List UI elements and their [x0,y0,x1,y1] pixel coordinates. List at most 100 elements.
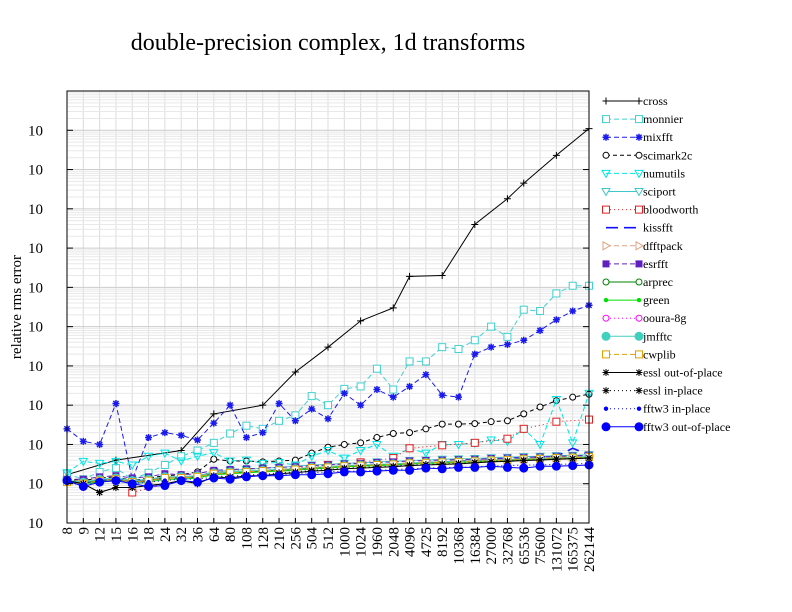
data-point-circle-open [635,278,643,286]
x-tick-label: 1024 [354,527,370,558]
data-point-triangle-down [323,447,333,456]
data-point-triangle-down [78,457,89,467]
data-point-star [291,417,299,425]
data-point-star [487,343,495,351]
data-point-star [569,307,577,315]
data-point-circle-open [455,420,462,428]
legend-label: sciport [643,185,676,199]
series-line [66,128,590,476]
x-tick-label: 2048 [386,527,402,557]
data-point-asterisk [552,455,560,463]
x-tick-label: 1000 [337,527,353,557]
x-tick-label: 128 [256,527,272,550]
y-axis-ticks: 10-1710-1610-1510-1410-1310-1210-1110-10… [28,123,589,532]
data-point-square [389,385,398,394]
data-point-circle-open [422,425,430,433]
data-point-square [568,281,577,290]
data-point-triangle-down-open [634,188,644,197]
legend-entry: fftw3 in-place [603,402,710,416]
data-point-circle-filled [535,461,545,471]
x-tick-label: 108 [239,527,255,550]
data-point-triangle-down [274,458,284,468]
data-point-triangle-down-open [601,188,611,197]
data-point-square [536,307,545,316]
legend-entry: ooura-8g [602,311,686,325]
data-point-circle-filled [258,471,268,481]
legend-label: esrfft [643,257,669,271]
data-point-asterisk [520,456,528,464]
x-tick-label: 16 [125,527,141,543]
data-point-triangle-down [176,457,187,466]
y-tick-label: 10 [28,280,43,296]
data-point-circle-filled [241,472,251,482]
data-point-square [405,357,414,366]
data-point-triangle-down [339,454,350,464]
x-tick-label: 210 [272,527,288,550]
data-point-asterisk [602,369,610,376]
data-point-triangle-right-open [602,240,612,251]
data-point-star [406,382,414,390]
data-point-dot [636,406,642,411]
legend-entry: cwplib [602,347,676,361]
x-tick-label: 131072 [549,527,565,572]
data-point-triangle-down [634,169,644,179]
data-point-asterisk [96,488,104,496]
data-point-star [602,133,610,141]
data-point-plus [602,97,610,105]
legend-entry: dfftpack [602,239,683,253]
data-point-square [635,205,643,214]
data-point-square [519,305,528,314]
data-point-plus [112,456,120,464]
data-point-circle-open [569,393,577,401]
data-point-circle-filled [209,473,219,483]
data-point-square [438,343,447,352]
data-point-triangle-down [421,449,431,459]
y-tick-label: 10 [28,202,43,218]
data-point-circle-filled [454,462,463,472]
data-point-star [373,386,381,394]
data-point-triangle-down [486,436,496,445]
data-point-star [471,350,479,358]
x-tick-label: 75600 [533,527,549,565]
legend-label: jmfftc [642,329,672,343]
y-tick-label: 10 [28,359,43,375]
data-point-square [503,332,512,341]
data-point-circle-open [635,151,643,159]
data-point-asterisk [438,460,446,468]
legend-entry: esrfft [602,257,669,271]
data-point-circle-filled [78,481,88,491]
data-point-triangle-down [372,440,382,450]
x-tick-label: 10368 [452,527,468,565]
data-point-circle-open [536,403,544,411]
data-point-asterisk [635,387,643,395]
data-point-circle-open [438,420,446,428]
data-point-square [275,416,284,425]
data-point-square [503,434,512,443]
legend-entry: bloodworth [602,203,698,217]
data-point-square [438,441,447,450]
data-point-triangle-down [535,440,545,450]
x-tick-label: 16384 [468,527,484,565]
data-point-circle-filled [519,463,529,473]
data-point-circle-open [520,410,528,418]
data-point-circle-open [602,278,610,286]
legend-entry: scimark2c [602,148,692,162]
data-point-plus [471,220,479,228]
data-point-circle-filled [470,462,480,472]
data-point-star [438,391,446,399]
data-point-star [194,436,201,444]
data-point-star [210,419,218,427]
data-point-circle-filled [486,461,496,471]
grid [66,90,590,524]
data-point-circle-filled [193,477,202,487]
data-point-circle-filled [323,469,333,479]
x-tick-label: 8192 [435,527,451,557]
x-tick-label: 18 [142,527,158,542]
data-point-plus [389,304,397,312]
y-tick-label: 10 [28,320,43,336]
data-point-plus [503,195,511,203]
legend-label: arprec [643,275,673,289]
legend-entry: numutils [601,166,685,180]
data-point-triangle-down [241,456,252,466]
data-point-square [454,344,463,353]
